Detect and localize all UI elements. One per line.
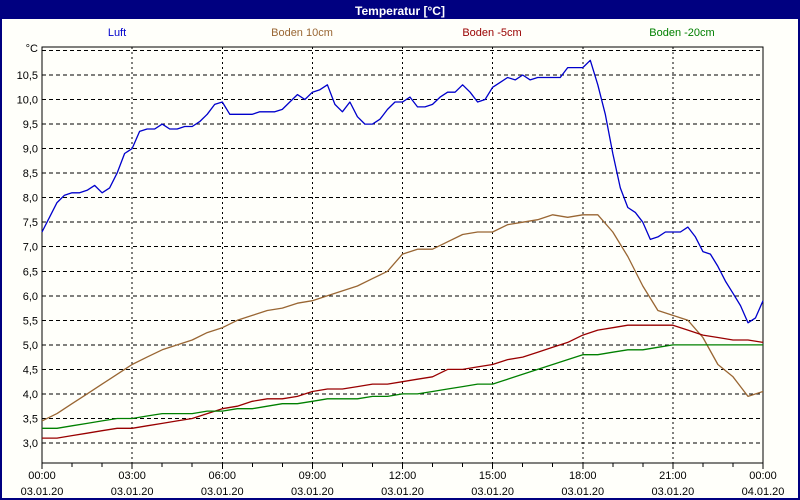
x-tick-date-label: 03.01.20 xyxy=(381,486,424,498)
series-luft xyxy=(41,59,764,324)
x-tick-time-label: 06:00 xyxy=(208,470,236,482)
series-boden-20cm xyxy=(42,344,763,429)
y-tick-label: 10,0 xyxy=(17,95,38,107)
y-tick-label: 6,0 xyxy=(23,291,38,303)
y-tick-label: 3,5 xyxy=(23,413,38,425)
page-title: Temperatur [°C] xyxy=(355,3,445,18)
y-tick-label: 8,5 xyxy=(23,168,38,180)
x-tick-time-label: 12:00 xyxy=(389,470,417,482)
x-tick-time-label: 00:00 xyxy=(28,470,56,482)
y-tick-label: 8,0 xyxy=(23,193,38,205)
x-tick-time-label: 03:00 xyxy=(118,470,146,482)
x-tick-date-label: 04.01.20 xyxy=(742,486,785,498)
series-boden-5cm xyxy=(42,324,764,439)
x-tick-time-label: 09:00 xyxy=(299,470,327,482)
y-tick-label: 5,5 xyxy=(23,315,38,327)
series-boden-10cm xyxy=(41,214,764,422)
y-tick-label: 10,5 xyxy=(17,70,38,82)
x-tick-time-label: 00:00 xyxy=(749,470,777,482)
legend-item-luft: Luft xyxy=(107,27,127,39)
y-tick-label: 7,5 xyxy=(23,217,38,229)
y-axis-unit: °C xyxy=(26,43,38,55)
legend-item-boden-10cm: Boden 10cm xyxy=(271,27,333,39)
x-tick-date-label: 03.01.20 xyxy=(561,486,604,498)
x-tick-date-label: 03.01.20 xyxy=(651,486,694,498)
x-tick-date-label: 03.01.20 xyxy=(201,486,244,498)
x-tick-date-label: 03.01.20 xyxy=(471,486,514,498)
y-tick-label: 3,0 xyxy=(23,438,38,450)
x-tick-date-label: 03.01.20 xyxy=(21,486,64,498)
legend-item-boden-minus5cm: Boden -5cm xyxy=(462,27,522,39)
x-tick-date-label: 03.01.20 xyxy=(111,486,154,498)
x-tick-date-label: 03.01.20 xyxy=(291,486,334,498)
x-tick-time-label: 21:00 xyxy=(659,470,687,482)
y-tick-label: 5,0 xyxy=(23,340,38,352)
y-tick-label: 4,5 xyxy=(23,364,38,376)
y-tick-label: 9,0 xyxy=(23,144,38,156)
y-tick-label: 9,5 xyxy=(23,119,38,131)
legend-item-boden-minus20cm: Boden -20cm xyxy=(649,27,715,39)
y-tick-label: 4,0 xyxy=(23,389,38,401)
y-tick-label: 6,5 xyxy=(23,266,38,278)
x-tick-time-label: 18:00 xyxy=(569,470,597,482)
y-tick-label: 7,0 xyxy=(23,242,38,254)
title-bar: Temperatur [°C] xyxy=(2,2,798,19)
x-tick-time-label: 15:00 xyxy=(479,470,507,482)
